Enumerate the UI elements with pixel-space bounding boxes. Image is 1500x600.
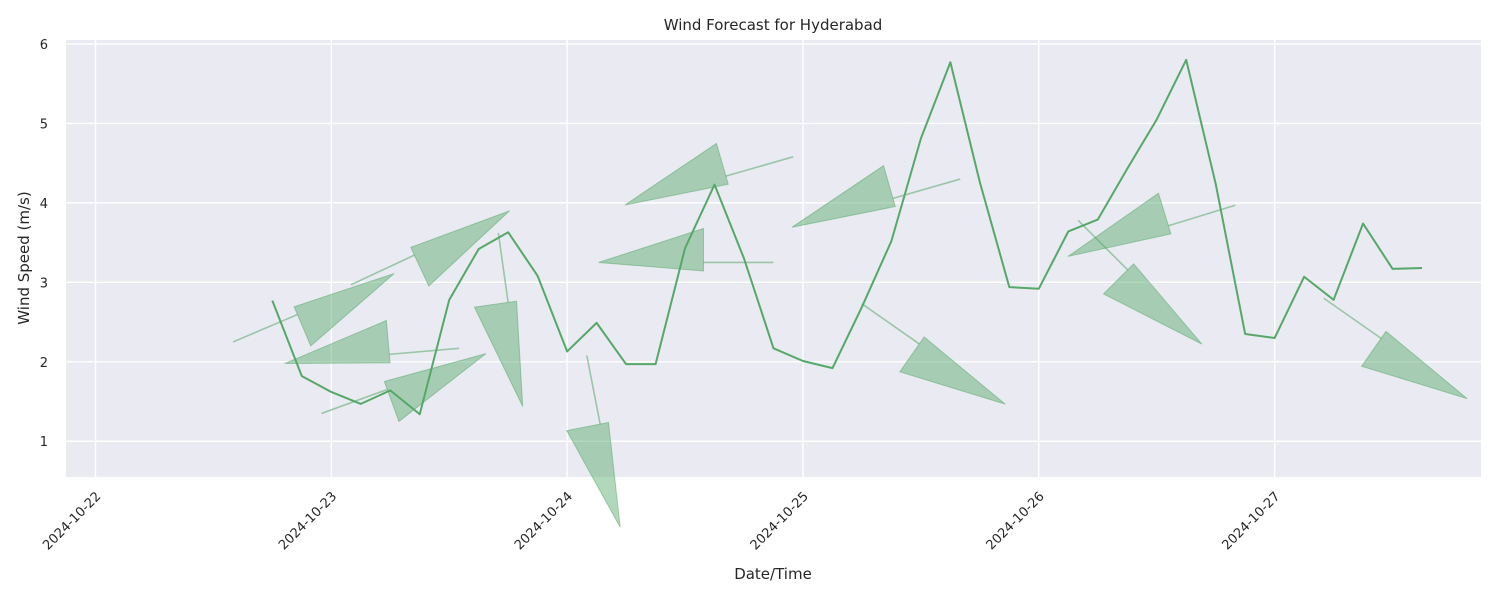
- x-tick-label: 2024-10-27: [1219, 489, 1283, 553]
- wind-direction-arrow: [1323, 297, 1468, 400]
- y-tick-label: 6: [40, 38, 48, 53]
- x-tick-label: 2024-10-25: [748, 489, 812, 553]
- wind-direction-arrow: [1077, 219, 1203, 345]
- arrow-head: [898, 336, 1006, 405]
- wind-direction-arrow: [861, 303, 1006, 405]
- wind-direction-arrow: [598, 227, 774, 272]
- x-tick-label: 2024-10-23: [276, 489, 340, 553]
- arrow-head: [383, 353, 487, 423]
- arrow-shaft: [232, 313, 298, 343]
- x-tick-label: 2024-10-22: [40, 489, 104, 553]
- plot-area: [66, 40, 1481, 477]
- y-axis-label: Wind Speed (m/s): [15, 191, 33, 324]
- y-tick-label: 2: [40, 356, 48, 371]
- x-tick-labels: 2024-10-22 2024-10-23 2024-10-24 2024-10-25…: [40, 489, 1283, 553]
- wind-direction-arrow: [232, 273, 395, 347]
- x-axis-label: Date/Time: [734, 565, 812, 583]
- wind-speed-line: [271, 58, 1423, 416]
- x-tick-label: 2024-10-24: [512, 489, 576, 553]
- wind-direction-arrow: [284, 319, 460, 365]
- wind-direction-arrows: [232, 142, 1468, 528]
- arrow-shaft: [389, 347, 460, 356]
- arrow-head: [598, 227, 704, 272]
- wind-direction-arrow: [624, 142, 794, 206]
- y-tick-label: 3: [40, 276, 48, 291]
- y-gridlines: [66, 43, 1481, 442]
- arrow-shaft: [350, 254, 415, 286]
- arrow-head: [284, 319, 391, 365]
- wind-direction-arrow: [473, 232, 524, 407]
- arrow-head: [293, 273, 395, 347]
- y-tick-label: 1: [40, 435, 48, 450]
- arrow-head: [624, 142, 729, 206]
- arrow-head: [1360, 330, 1468, 400]
- y-tick-labels: 1 2 3 4 5 6: [40, 38, 48, 450]
- arrow-shaft: [725, 156, 794, 177]
- chart-title: Wind Forecast for Hyderabad: [664, 16, 883, 34]
- arrow-head: [566, 421, 621, 528]
- arrow-head: [1102, 263, 1203, 345]
- wind-direction-arrow: [1067, 192, 1236, 257]
- arrow-head: [410, 210, 510, 287]
- x-tick-label: 2024-10-26: [984, 489, 1048, 553]
- arrow-head: [791, 164, 896, 228]
- wind-direction-arrow: [566, 355, 621, 528]
- arrow-shaft: [1077, 219, 1129, 271]
- arrow-head: [1067, 192, 1172, 257]
- y-tick-label: 5: [40, 117, 48, 132]
- x-gridlines: [94, 40, 1276, 477]
- arrow-head: [473, 300, 524, 407]
- arrow-shaft: [586, 355, 601, 425]
- wind-direction-arrow: [350, 210, 510, 287]
- arrow-shaft: [861, 303, 920, 345]
- y-tick-label: 4: [40, 197, 48, 212]
- arrow-shaft: [1323, 297, 1382, 340]
- arrow-shaft: [1168, 204, 1236, 227]
- arrow-shaft: [497, 232, 509, 303]
